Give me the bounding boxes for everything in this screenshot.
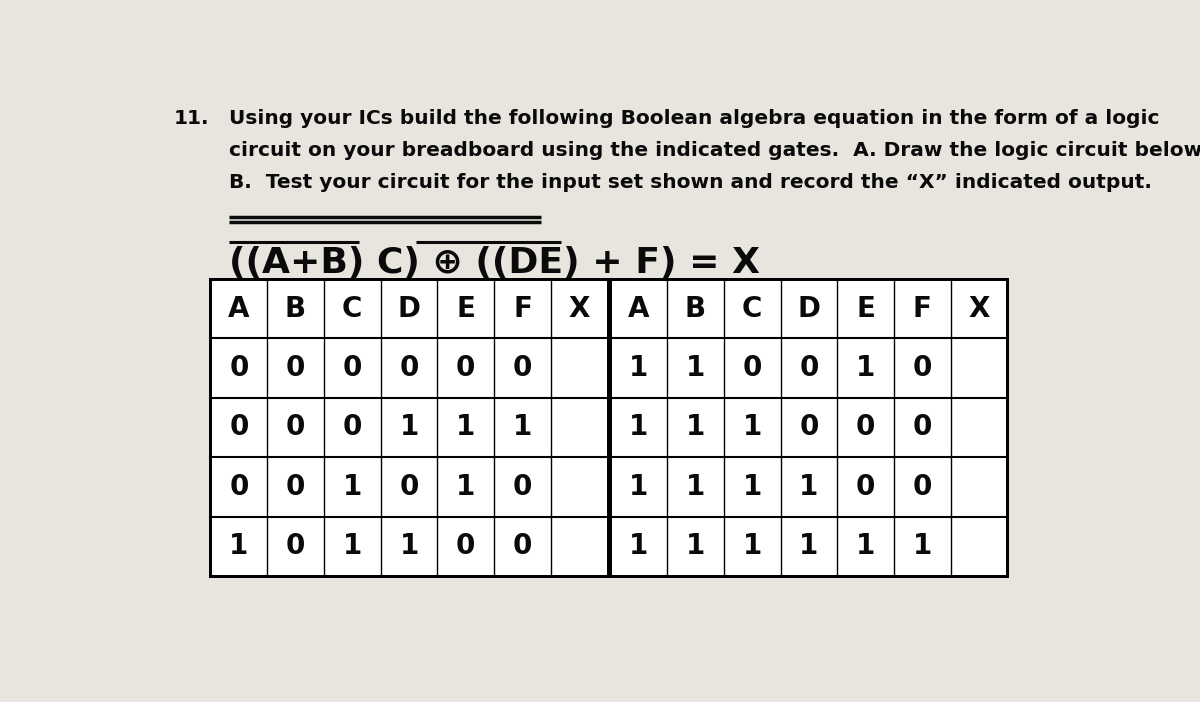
Text: 1: 1 xyxy=(856,354,875,382)
Text: 1: 1 xyxy=(799,473,818,501)
Text: D: D xyxy=(397,295,420,322)
Text: 0: 0 xyxy=(512,354,532,382)
Text: X: X xyxy=(968,295,990,322)
Text: 1: 1 xyxy=(456,413,475,442)
Text: 1: 1 xyxy=(629,473,648,501)
Text: 1: 1 xyxy=(856,532,875,560)
Text: 0: 0 xyxy=(456,532,475,560)
Text: B: B xyxy=(685,295,706,322)
Text: 0: 0 xyxy=(286,473,305,501)
Text: 0: 0 xyxy=(743,354,762,382)
Text: 0: 0 xyxy=(913,413,932,442)
Text: 1: 1 xyxy=(629,413,648,442)
Text: 1: 1 xyxy=(343,532,362,560)
Text: D: D xyxy=(798,295,821,322)
Text: 0: 0 xyxy=(229,473,248,501)
Text: 1: 1 xyxy=(743,532,762,560)
Text: A: A xyxy=(228,295,250,322)
Text: B: B xyxy=(284,295,306,322)
Text: E: E xyxy=(456,295,475,322)
Text: 1: 1 xyxy=(400,413,419,442)
Text: 1: 1 xyxy=(512,413,532,442)
Text: 0: 0 xyxy=(512,473,532,501)
Text: 0: 0 xyxy=(456,354,475,382)
Text: 1: 1 xyxy=(743,473,762,501)
Text: 1: 1 xyxy=(629,354,648,382)
Text: 1: 1 xyxy=(629,532,648,560)
Text: F: F xyxy=(913,295,932,322)
Text: 0: 0 xyxy=(229,354,248,382)
Text: 1: 1 xyxy=(686,473,706,501)
Text: F: F xyxy=(514,295,532,322)
Text: 0: 0 xyxy=(286,532,305,560)
Bar xyxy=(210,279,607,576)
Text: 1: 1 xyxy=(799,532,818,560)
Text: 0: 0 xyxy=(512,532,532,560)
Text: C: C xyxy=(742,295,762,322)
Text: 1: 1 xyxy=(686,532,706,560)
Text: circuit on your breadboard using the indicated gates.  A. Draw the logic circuit: circuit on your breadboard using the ind… xyxy=(229,141,1200,160)
Text: C: C xyxy=(342,295,362,322)
Text: B.  Test your circuit for the input set shown and record the “X” indicated outpu: B. Test your circuit for the input set s… xyxy=(229,173,1152,192)
Text: ((A+B) C) ⊕ ((DE) + F) = X: ((A+B) C) ⊕ ((DE) + F) = X xyxy=(229,246,760,280)
Text: 0: 0 xyxy=(400,473,419,501)
Text: 0: 0 xyxy=(400,354,419,382)
Text: 1: 1 xyxy=(400,532,419,560)
Text: 0: 0 xyxy=(913,473,932,501)
Text: 0: 0 xyxy=(286,354,305,382)
Text: 1: 1 xyxy=(913,532,932,560)
Text: 1: 1 xyxy=(686,354,706,382)
Text: 0: 0 xyxy=(856,413,875,442)
Text: 1: 1 xyxy=(343,473,362,501)
Text: 0: 0 xyxy=(229,413,248,442)
Text: 0: 0 xyxy=(913,354,932,382)
Bar xyxy=(611,279,1008,576)
Text: E: E xyxy=(856,295,875,322)
Text: Using your ICs build the following Boolean algebra equation in the form of a log: Using your ICs build the following Boole… xyxy=(229,109,1159,128)
Text: 0: 0 xyxy=(799,413,818,442)
Text: X: X xyxy=(569,295,590,322)
Text: 0: 0 xyxy=(342,413,362,442)
Text: A: A xyxy=(628,295,649,322)
Text: 0: 0 xyxy=(856,473,875,501)
Text: 1: 1 xyxy=(229,532,248,560)
Text: 0: 0 xyxy=(799,354,818,382)
Text: 0: 0 xyxy=(286,413,305,442)
Text: 1: 1 xyxy=(743,413,762,442)
Text: 1: 1 xyxy=(456,473,475,501)
Text: 11.: 11. xyxy=(173,109,209,128)
Text: 0: 0 xyxy=(342,354,362,382)
Text: 1: 1 xyxy=(686,413,706,442)
